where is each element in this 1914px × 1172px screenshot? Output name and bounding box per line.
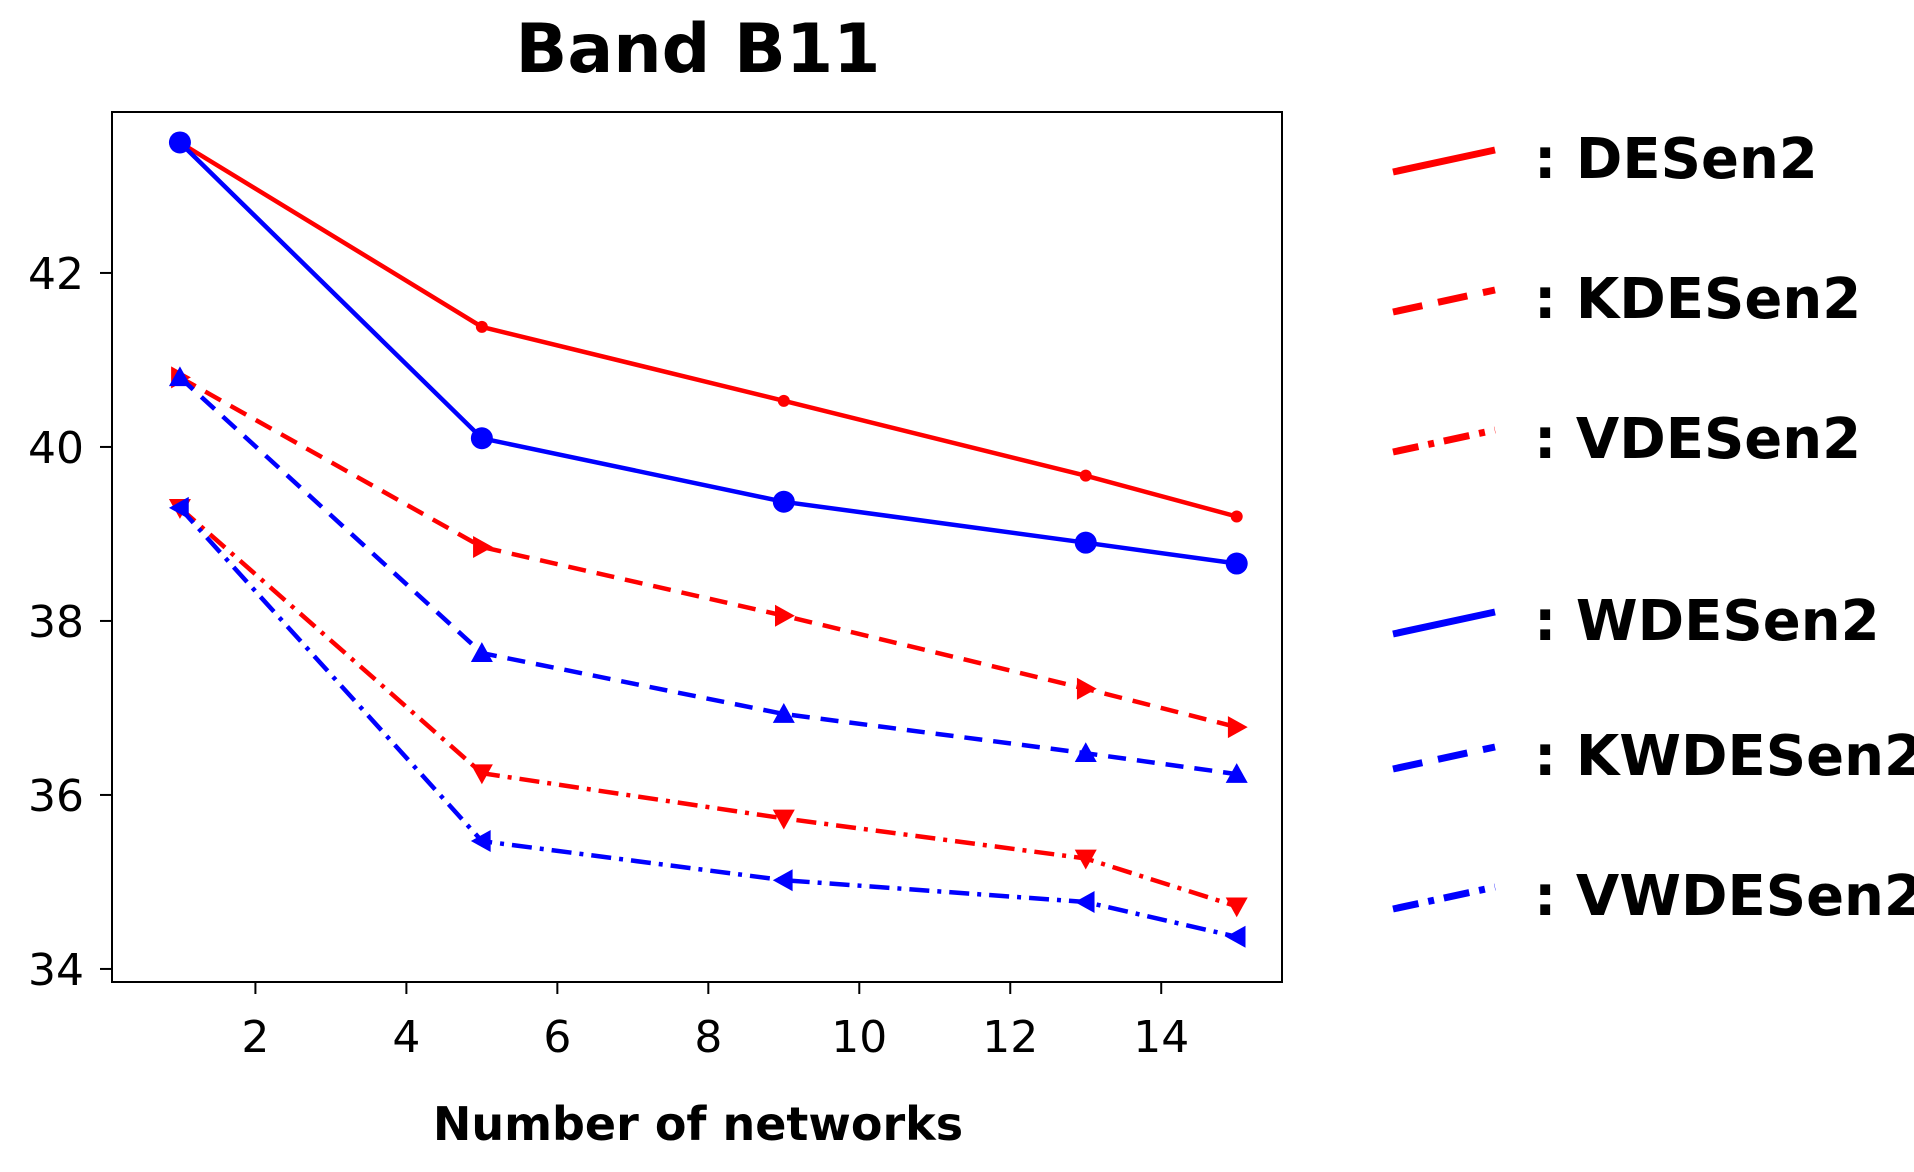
series [168, 366, 1248, 783]
data-point [470, 642, 493, 662]
data-point [168, 496, 189, 519]
series [168, 499, 1248, 918]
y-tick-label: 40 [28, 423, 84, 474]
data-point [772, 869, 793, 892]
legend-label: : KDESen2 [1534, 267, 1861, 332]
legend-swatch [1392, 426, 1496, 456]
series-line [178, 375, 1238, 730]
data-point [1225, 897, 1248, 918]
legend-label: : WDESen2 [1534, 589, 1880, 654]
series [173, 136, 1243, 523]
data-point [1225, 925, 1246, 948]
legend-swatch [1392, 608, 1496, 638]
legend-item: : WDESen2 [1392, 589, 1880, 654]
legend-item: : KWDESen2 [1392, 724, 1914, 789]
x-tick-label: 4 [392, 1012, 420, 1063]
series-line [178, 506, 1238, 909]
data-point [470, 764, 493, 785]
data-point [1225, 763, 1248, 783]
data-point [1079, 469, 1092, 482]
legend-item: : KDESen2 [1392, 267, 1861, 332]
data-point [1230, 510, 1243, 523]
legend-label: : KWDESen2 [1534, 724, 1914, 789]
data-point [470, 427, 493, 450]
data-point [1074, 742, 1097, 762]
y-tick-label: 38 [28, 597, 84, 648]
series-line [178, 506, 1238, 939]
x-tick-label: 14 [1133, 1012, 1189, 1063]
data-point [1074, 890, 1095, 913]
x-axis-label: Number of networks [433, 1097, 963, 1151]
legend-swatch [1392, 883, 1496, 913]
data-point [772, 490, 795, 513]
data-point [1227, 716, 1248, 739]
legend-item: : VWDESen2 [1392, 864, 1914, 929]
data-point [475, 320, 488, 333]
x-tick-label: 6 [543, 1012, 571, 1063]
series [168, 131, 1248, 575]
series-line [178, 375, 1238, 777]
data-point [1074, 531, 1097, 554]
series-line [178, 140, 1238, 519]
legend-swatch [1392, 286, 1496, 316]
x-tick-label: 12 [982, 1012, 1038, 1063]
data-point [1076, 677, 1097, 700]
data-point [777, 394, 790, 407]
legend-swatch [1392, 146, 1496, 176]
x-tick-label: 2 [241, 1012, 269, 1063]
series [168, 496, 1246, 948]
data-point [168, 131, 191, 154]
series-line [178, 140, 1238, 566]
data-point [168, 366, 191, 387]
legend-swatch [1392, 743, 1496, 773]
data-point [772, 703, 795, 723]
data-point [470, 830, 491, 853]
legend-item: : VDESen2 [1392, 407, 1861, 472]
legend-label: : VWDESen2 [1534, 864, 1914, 929]
data-point [1074, 849, 1097, 870]
data-point [1225, 552, 1248, 575]
x-tick-label: 10 [831, 1012, 887, 1063]
legend-item: : DESen2 [1392, 127, 1818, 192]
y-tick-label: 42 [28, 249, 84, 300]
legend: : DESen2 : KDESen2 : VDESen2 : WDESen2 : KWD… [1392, 127, 1914, 929]
x-tick-label: 8 [694, 1012, 722, 1063]
legend-label: : VDESen2 [1534, 407, 1861, 472]
legend-label: : DESen2 [1534, 127, 1818, 192]
data-point [775, 604, 795, 627]
chart-title: Band B11 [516, 10, 881, 89]
plot-frame [111, 111, 1283, 983]
y-tick-label: 34 [28, 945, 84, 996]
y-tick-label: 36 [28, 771, 84, 822]
plot-area: 2 4 6 8 10 12 14 34 36 38 40 42 [28, 111, 1283, 1063]
data-point [473, 536, 493, 558]
data-point [772, 809, 795, 830]
